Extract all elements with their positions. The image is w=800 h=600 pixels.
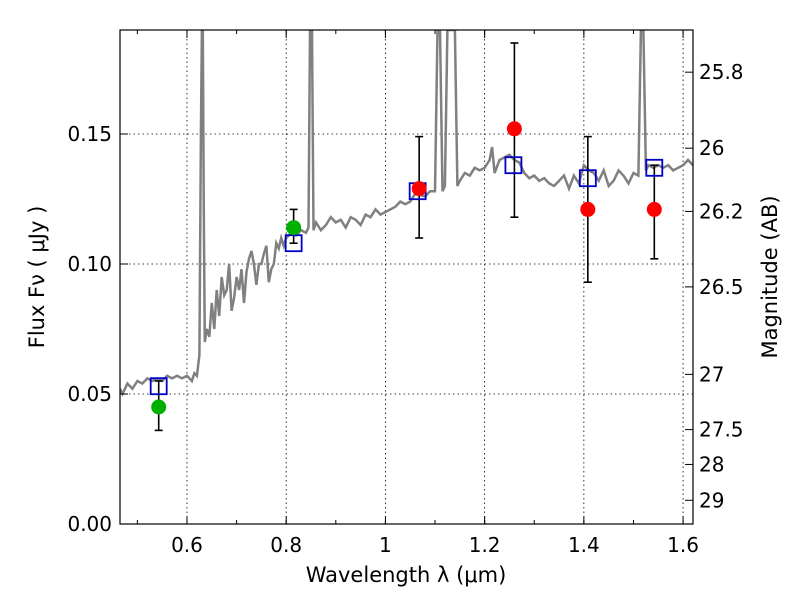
y-axis-label: Flux Fν ( μJy ) xyxy=(25,206,49,349)
observed-point-marker xyxy=(286,220,302,236)
mag-tick-label: 26 xyxy=(699,136,724,160)
model-square-marker xyxy=(149,377,168,396)
y-tick-label: 0.15 xyxy=(67,122,112,146)
observed-point-marker xyxy=(580,201,596,217)
observed-point-marker xyxy=(151,399,167,415)
x-tick-label: 1.4 xyxy=(568,533,600,557)
mag-tick-label: 25.8 xyxy=(699,60,744,84)
mag-tick-label: 29 xyxy=(699,488,724,512)
model-square-marker xyxy=(578,169,597,188)
x-tick-label: 1.2 xyxy=(469,533,501,557)
mag-tick-label: 27 xyxy=(699,362,724,386)
observed-point-marker xyxy=(411,181,427,197)
y-tick-label: 0.05 xyxy=(67,382,112,406)
model-square-marker xyxy=(645,158,664,177)
plot-area xyxy=(120,30,693,432)
model-square-marker xyxy=(504,156,523,175)
y2-axis-label: Magnitude (AB) xyxy=(758,195,782,358)
mag-tick-label: 26.2 xyxy=(699,199,744,223)
y-tick-label: 0.00 xyxy=(67,512,112,536)
mag-tick-label: 26.5 xyxy=(699,275,744,299)
y-axis-left: 0.00 0.05 0.10 0.15 xyxy=(67,122,128,536)
observed-point-marker xyxy=(506,121,522,137)
x-axis: 0.6 0.8 1 1.2 1.4 1.6 xyxy=(136,30,699,557)
x-tick-label: 0.6 xyxy=(171,533,203,557)
x-tick-label: 1 xyxy=(379,533,392,557)
x-axis-label: Wavelength λ (μm) xyxy=(306,563,507,587)
y-axis-right-magnitude: 25.8 26 26.2 26.5 27 27.5 28 29 xyxy=(685,60,744,512)
mag-tick-label: 28 xyxy=(699,452,724,476)
observed-markers xyxy=(151,121,662,415)
x-tick-label: 1.6 xyxy=(667,533,699,557)
model-square-marker xyxy=(284,234,303,253)
observed-point-marker xyxy=(646,201,662,217)
template-spectrum-line xyxy=(120,30,693,397)
y-tick-label: 0.10 xyxy=(67,252,112,276)
mag-tick-label: 27.5 xyxy=(699,418,744,442)
grid xyxy=(120,30,693,524)
plot-frame xyxy=(119,29,694,525)
x-tick-label: 0.8 xyxy=(270,533,302,557)
